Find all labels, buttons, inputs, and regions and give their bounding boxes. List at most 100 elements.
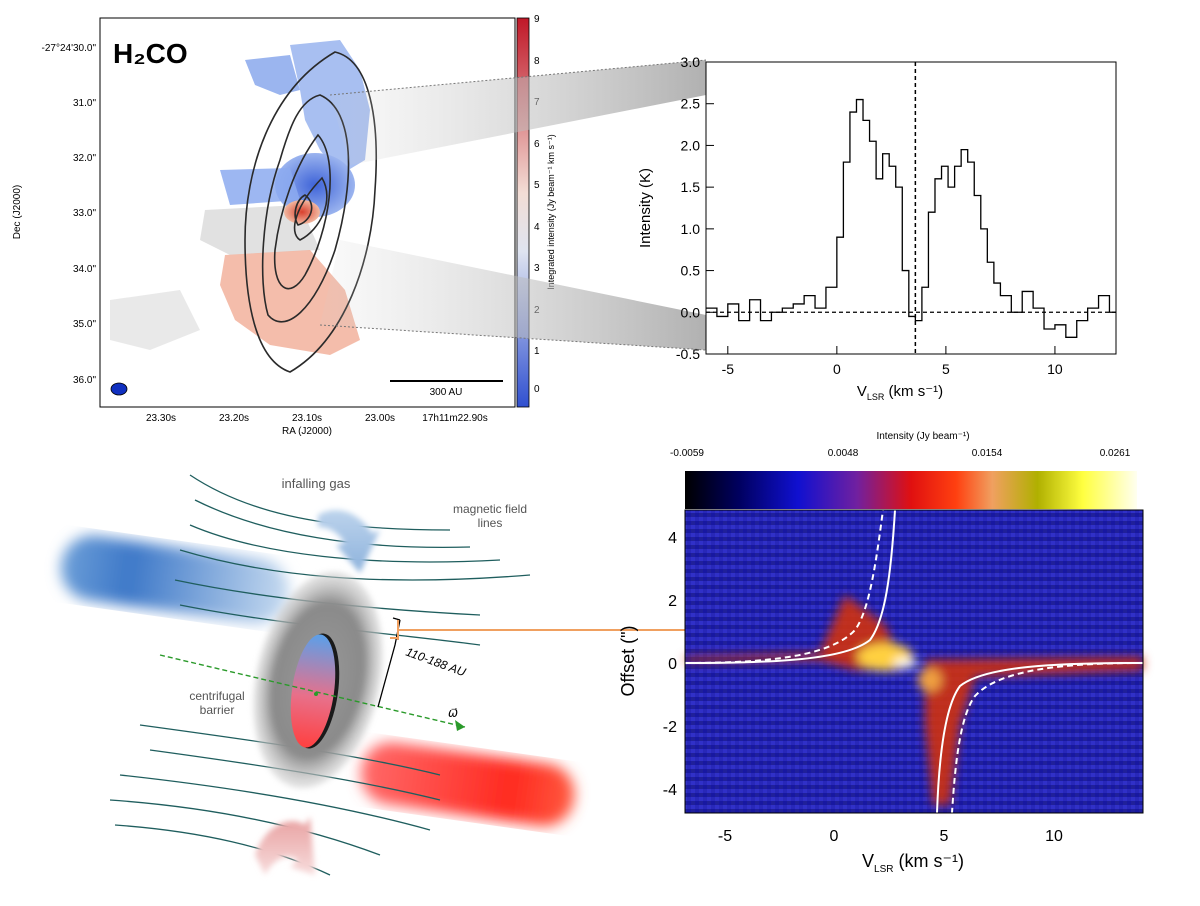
spectrum-x-tick: 0 xyxy=(833,361,841,377)
wedge-bottom xyxy=(320,240,706,350)
dec-tick: 33.0" xyxy=(73,208,96,219)
field-line xyxy=(109,799,381,856)
blue-outflow xyxy=(60,535,290,624)
schematic-svg: infalling gas magnetic field lines centr… xyxy=(60,474,575,876)
pv-colorbar-ticks: -0.0059 0.0048 0.0154 0.0261 xyxy=(670,448,1131,459)
curve-dashed-lower xyxy=(951,662,1144,814)
cbar-tick: 0 xyxy=(534,384,540,395)
dec-tick: 36.0" xyxy=(73,375,96,386)
wedge-line xyxy=(329,59,707,96)
spectrum-x-tick: 5 xyxy=(942,361,950,377)
spectrum-y-tick: 1.5 xyxy=(681,179,701,195)
pv-ylabel: Offset (") xyxy=(618,625,638,696)
ra-tick: 23.20s xyxy=(219,413,249,424)
pv-x-tick: 5 xyxy=(940,828,949,845)
pv-emission-red-lobe xyxy=(925,657,1143,805)
spectrum-y-tick: 0.0 xyxy=(681,304,701,320)
pv-emission-blue-lobe xyxy=(685,595,905,670)
contour-2 xyxy=(261,94,350,323)
contour-5 xyxy=(294,194,313,226)
cbar-tick: 5 xyxy=(534,180,540,191)
spectrum-ylabel: Intensity (K) xyxy=(637,168,654,248)
pv-frame xyxy=(684,509,1144,814)
pv-peak-core xyxy=(893,658,917,668)
pv-x-ticks: -5 0 5 10 xyxy=(718,828,1063,845)
infall-arrow-bottom xyxy=(255,817,315,875)
panel-b-spectrum: -5 0 5 10 -0.5 0.0 0.5 1.0 1.5 2.0 2.5 3.0 Intensit… xyxy=(620,40,1140,420)
panel-d-pv-diagram: Intensity (Jy beam⁻¹) -0.0059 0.0048 0.0… xyxy=(615,425,1200,901)
pv-xlabel-sub: LSR xyxy=(874,864,893,875)
pv-xlabel-units: (km s⁻¹) xyxy=(893,851,963,871)
ra-tick: 17h11m22.90s xyxy=(422,413,487,424)
spectrum-y-tick: -0.5 xyxy=(676,346,700,362)
curve-dashed-upper xyxy=(684,509,884,664)
spectrum-x-tick: 10 xyxy=(1047,361,1063,377)
spectrum-x-tick: -5 xyxy=(722,361,735,377)
wedge-line xyxy=(319,324,707,351)
rotation-axis-arrowhead xyxy=(455,720,465,731)
rotation-axis xyxy=(159,654,466,728)
cbar-tick: 3 xyxy=(534,263,540,274)
field-line xyxy=(189,524,501,563)
pv-cbar-tick: -0.0059 xyxy=(670,448,704,459)
spectrum-y-tick: 1.0 xyxy=(681,221,701,237)
pv-xlabel-v: V xyxy=(862,851,874,871)
colorbar-a-label: Integrated intensity (Jy beam⁻¹ km s⁻¹) xyxy=(546,134,556,290)
infalling-gas-label: infalling gas xyxy=(282,476,351,491)
dec-tick: 35.0" xyxy=(73,319,96,330)
pv-svg: Intensity (Jy beam⁻¹) -0.0059 0.0048 0.0… xyxy=(618,431,1144,875)
spectrum-ticks: -5 0 5 10 -0.5 0.0 0.5 1.0 1.5 2.0 2.5 3.0 xyxy=(676,54,1063,377)
pv-emission xyxy=(685,595,1143,805)
protostar xyxy=(314,692,318,696)
cbar-tick: 6 xyxy=(534,139,540,150)
pv-colorbar-title: Intensity (Jy beam⁻¹) xyxy=(876,431,969,442)
pv-cbar-tick: 0.0048 xyxy=(828,448,859,459)
molecule-label: H₂CO xyxy=(113,38,188,69)
pv-y-tick: -2 xyxy=(663,719,677,736)
spectrum-line xyxy=(706,98,1116,338)
beam-ellipse xyxy=(110,382,128,396)
pv-cbar-tick: 0.0261 xyxy=(1100,448,1131,459)
contour-3 xyxy=(273,133,331,290)
field-line xyxy=(189,474,451,531)
neutral-emission-southwest xyxy=(110,290,200,350)
ra-ticks: 23.30s 23.20s 23.10s 23.00s 17h11m22.90s xyxy=(146,413,488,424)
pv-y-ticks: 4 2 0 -2 -4 xyxy=(663,530,677,799)
inner-disk xyxy=(290,634,336,748)
dec-tick: 32.0" xyxy=(73,153,96,164)
scale-bar-label: 300 AU xyxy=(430,387,463,398)
red-outflow xyxy=(360,742,575,826)
centrifugal-barrier-label-line2: barrier xyxy=(200,703,235,717)
curve-solid-upper xyxy=(684,509,896,664)
pv-xlabel: VLSR (km s⁻¹) xyxy=(862,851,964,875)
pv-cbar-tick: 0.0154 xyxy=(972,448,1003,459)
pv-y-tick: 0 xyxy=(668,656,677,673)
omega-label: ω⃗ xyxy=(448,706,458,720)
ra-tick: 23.10s xyxy=(292,413,322,424)
cbar-tick: 8 xyxy=(534,56,540,67)
dec-ticks: -27°24'30.0" 31.0" 32.0" 33.0" 34.0" 35.… xyxy=(42,43,97,386)
magnetic-field-label-line2: lines xyxy=(478,516,503,530)
infall-arrow-top xyxy=(318,510,380,573)
contour-4 xyxy=(293,176,328,241)
dec-axis-label: Dec (J2000) xyxy=(12,185,23,239)
xlabel-sub: LSR xyxy=(867,392,885,402)
spectrum-y-tick: 2.5 xyxy=(681,96,701,112)
magnetic-field-label-line1: magnetic field xyxy=(453,502,527,516)
pv-x-tick: -5 xyxy=(718,828,732,845)
xlabel-units: (km s⁻¹) xyxy=(884,383,943,400)
dec-tick: 34.0" xyxy=(73,264,96,275)
wedge-top xyxy=(330,60,706,165)
pv-y-tick: 4 xyxy=(668,530,677,547)
spectrum-frame xyxy=(705,61,1117,355)
spectrum-y-tick: 2.0 xyxy=(681,137,701,153)
cbar-tick: 4 xyxy=(534,222,540,233)
dec-tick: 31.0" xyxy=(73,98,96,109)
ra-axis-label: RA (J2000) xyxy=(282,426,332,437)
curve-solid-lower xyxy=(936,662,1144,814)
panel-c-schematic: infalling gas magnetic field lines centr… xyxy=(0,455,620,901)
keplerian-curves xyxy=(684,509,1144,814)
pv-peak-red xyxy=(918,668,942,692)
ra-tick: 23.00s xyxy=(365,413,395,424)
